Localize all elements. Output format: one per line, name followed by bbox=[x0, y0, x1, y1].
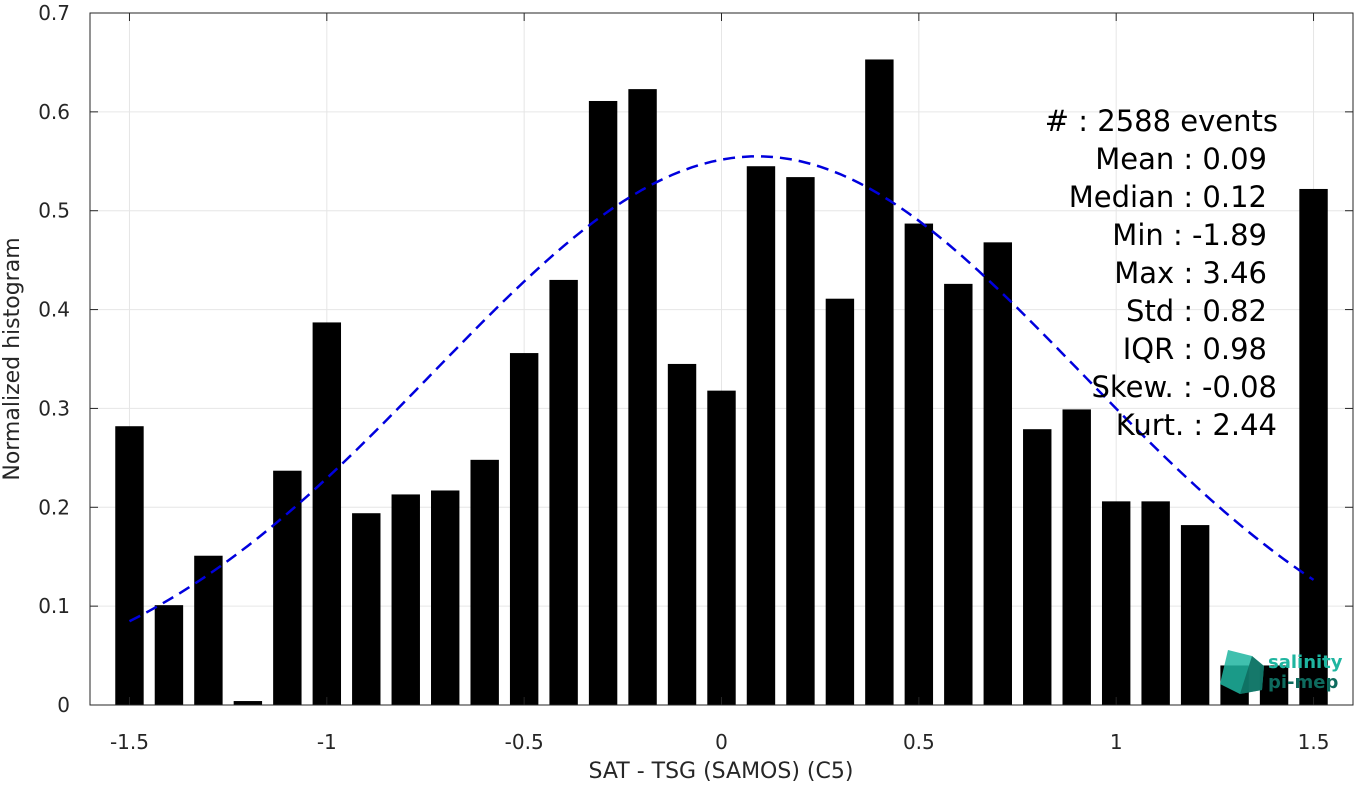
bar-16 bbox=[746, 166, 776, 705]
y-tick-label-2: 0.2 bbox=[38, 495, 70, 519]
y-tick-label-5: 0.5 bbox=[38, 199, 70, 223]
bar-21 bbox=[944, 283, 973, 705]
bar-10 bbox=[509, 353, 539, 705]
salinity-pi-mep-logo: salinity pi-mep bbox=[1220, 650, 1343, 694]
stat-line-8: Kurt. : 2.44 bbox=[1116, 408, 1277, 442]
bar-13 bbox=[628, 89, 657, 706]
x-axis-label: SAT - TSG (SAMOS) (C5) bbox=[589, 759, 854, 784]
stat-line-7: Skew. : -0.08 bbox=[1091, 370, 1277, 404]
bar-26 bbox=[1141, 501, 1170, 705]
x-tick-label-1: -1 bbox=[317, 730, 337, 754]
logo-line1: salinity bbox=[1268, 652, 1343, 673]
x-tick-label-5: 1 bbox=[1110, 730, 1123, 754]
bar-7 bbox=[391, 494, 420, 705]
bar-8 bbox=[431, 490, 460, 705]
y-tick-label-4: 0.4 bbox=[38, 298, 70, 322]
stat-line-2: Median : 0.12 bbox=[1069, 180, 1267, 214]
bar-5 bbox=[312, 322, 342, 705]
bar-22 bbox=[983, 242, 1012, 705]
gaussian-fit-curve bbox=[128, 155, 1315, 623]
stats-box: # : 2588 events Mean : 0.09 Median : 0.12 M… bbox=[1045, 104, 1278, 442]
bar-30 bbox=[1299, 188, 1328, 706]
stat-line-4: Max : 3.46 bbox=[1114, 256, 1267, 290]
stat-line-0: # : 2588 events bbox=[1045, 104, 1278, 138]
bar-3 bbox=[233, 701, 263, 705]
bar-1 bbox=[154, 605, 184, 705]
bar-19 bbox=[865, 59, 894, 706]
bar-14 bbox=[667, 363, 697, 705]
x-tick-label-6: 1.5 bbox=[1298, 730, 1330, 754]
y-tick-label-1: 0.1 bbox=[38, 594, 70, 618]
stat-line-6: IQR : 0.98 bbox=[1123, 332, 1267, 366]
y-tick-label-3: 0.3 bbox=[38, 396, 70, 420]
stat-line-3: Min : -1.89 bbox=[1112, 218, 1267, 252]
stat-line-5: Std : 0.82 bbox=[1126, 294, 1267, 328]
bar-2 bbox=[194, 555, 223, 705]
y-tick-label-6: 0.6 bbox=[38, 100, 70, 124]
x-tick-label-4: 0.5 bbox=[903, 730, 935, 754]
bar-24 bbox=[1062, 409, 1091, 705]
bar-27 bbox=[1180, 525, 1210, 705]
x-tick-label-3: 0 bbox=[715, 730, 728, 754]
bar-23 bbox=[1023, 429, 1052, 705]
bar-20 bbox=[904, 223, 934, 705]
x-tick-label-0: -1.5 bbox=[110, 730, 149, 754]
bar-6 bbox=[352, 513, 381, 705]
bar-29 bbox=[1259, 665, 1289, 705]
bar-0 bbox=[115, 426, 144, 705]
logo-line2: pi-mep bbox=[1268, 672, 1338, 693]
bar-11 bbox=[549, 279, 578, 705]
x-axis-ticks: -1.5 -1 -0.5 0 0.5 1 1.5 bbox=[110, 13, 1329, 754]
y-axis-label: Normalized histogram bbox=[0, 237, 25, 480]
bars bbox=[115, 59, 1328, 706]
bar-9 bbox=[470, 459, 499, 705]
bar-12 bbox=[588, 100, 618, 706]
y-tick-label-0: 0 bbox=[57, 693, 70, 717]
bar-18 bbox=[825, 298, 855, 705]
y-tick-label-7: 0.7 bbox=[38, 1, 70, 25]
bar-15 bbox=[707, 390, 736, 705]
stat-line-1: Mean : 0.09 bbox=[1095, 142, 1267, 176]
x-tick-label-2: -0.5 bbox=[505, 730, 544, 754]
y-axis-ticks: 0 0.1 0.2 0.3 0.4 0.5 0.6 0.7 bbox=[38, 1, 1353, 717]
bar-4 bbox=[273, 470, 302, 705]
bar-17 bbox=[786, 177, 815, 706]
bar-25 bbox=[1101, 501, 1131, 705]
